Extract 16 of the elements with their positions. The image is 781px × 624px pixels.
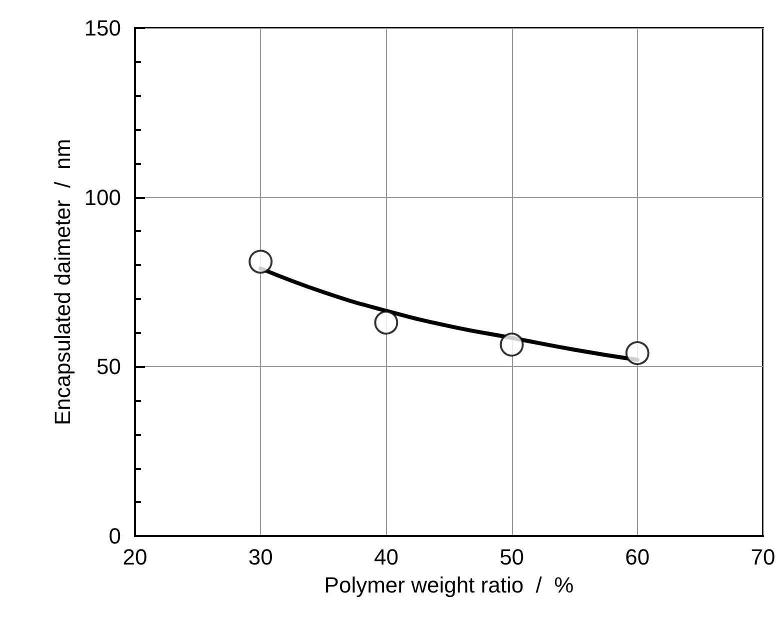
point: [625, 341, 650, 366]
point: [374, 310, 398, 335]
x-tick-label: 60: [625, 544, 650, 570]
x-axis-title: Polymer weight ratio / %: [324, 572, 574, 598]
point: [248, 250, 273, 274]
x-tick-label: 30: [248, 544, 273, 570]
y-tick-label: 0: [108, 524, 121, 548]
x-tick-label: 50: [500, 544, 524, 570]
y-tick-label: 150: [84, 16, 121, 40]
y-axis-title: Encapsulated daimeter / nm: [50, 138, 75, 426]
x-tick-label: 70: [750, 544, 776, 570]
y-tick-label: 100: [84, 184, 121, 210]
x-tick-label: 40: [374, 544, 398, 570]
x-tick-label: 20: [122, 544, 148, 570]
y-tick-label: 50: [96, 354, 121, 380]
point: [500, 332, 524, 357]
